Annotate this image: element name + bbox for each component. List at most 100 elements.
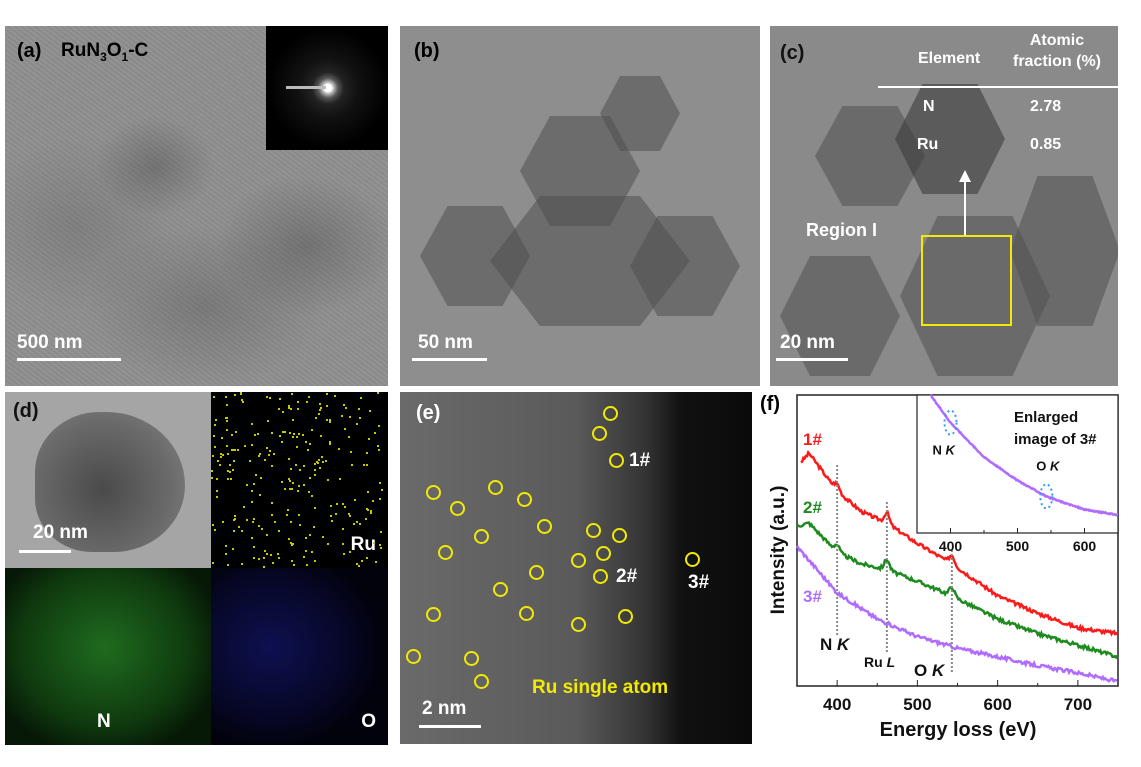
x-tick-label: 600 xyxy=(983,695,1011,714)
ru-signal-dot xyxy=(286,508,289,511)
ru-signal-dot xyxy=(220,436,223,439)
ru-signal-dot xyxy=(373,541,376,544)
ru-signal-dot xyxy=(359,397,362,400)
ru-signal-dot xyxy=(278,435,281,438)
ru-signal-dot xyxy=(212,454,215,457)
ru-signal-dot xyxy=(225,420,228,423)
atom-circle xyxy=(517,492,532,507)
ru-signal-dot xyxy=(251,501,254,504)
ru-signal-dot xyxy=(378,448,381,451)
ru-signal-dot xyxy=(233,518,236,521)
panel-e-haadf-stem: (e) 1# 2# 3# Ru single atom 2 nm xyxy=(400,392,752,744)
ru-signal-dot xyxy=(368,410,371,413)
ru-signal-dot xyxy=(356,423,359,426)
ru-signal-dot xyxy=(288,480,291,483)
ru-signal-dot xyxy=(240,530,243,533)
atom-circle xyxy=(450,501,465,516)
ru-signal-dot xyxy=(254,434,257,437)
ru-signal-dot xyxy=(358,408,361,411)
scale-bar-label: 2 nm xyxy=(422,698,467,719)
map-element-label: Ru xyxy=(350,534,376,555)
ru-signal-dot xyxy=(315,416,318,419)
ru-signal-dot xyxy=(377,444,380,447)
ru-signal-dot xyxy=(359,522,362,525)
ru-signal-dot xyxy=(216,478,219,481)
ru-signal-dot xyxy=(304,440,307,443)
row-value: 0.85 xyxy=(1030,136,1062,153)
atom-circle xyxy=(519,606,534,621)
ru-signal-dot xyxy=(321,460,324,463)
particle xyxy=(780,256,900,376)
ru-signal-dot xyxy=(325,460,328,463)
ru-signal-dot xyxy=(213,434,216,437)
inset-x-tick-label: 400 xyxy=(939,538,963,554)
ru-signal-dot xyxy=(267,419,270,422)
ru-signal-dot xyxy=(243,444,246,447)
ru-signal-dot xyxy=(378,481,381,484)
scale-bar-label: 20 nm xyxy=(33,522,88,543)
ru-signal-dot xyxy=(312,526,315,529)
ru-signal-dot xyxy=(341,503,344,506)
ru-signal-dot xyxy=(334,512,337,515)
ru-signal-dot xyxy=(269,450,272,453)
ru-signal-dot xyxy=(211,470,213,473)
ru-signal-dot xyxy=(271,432,274,435)
ru-signal-dot xyxy=(289,542,292,545)
ru-signal-dot xyxy=(225,395,228,398)
x-axis-label: Energy loss (eV) xyxy=(880,719,1037,741)
ru-signal-dot xyxy=(298,469,301,472)
arrow-shaft xyxy=(964,180,966,236)
panel-a-tem-image: (a) RuN3O1-C 500 nm xyxy=(5,26,388,386)
ru-signal-dot xyxy=(284,431,287,434)
inset-series-line xyxy=(930,394,1119,517)
ru-signal-dot xyxy=(213,528,216,531)
inset-x-tick-label: 600 xyxy=(1073,538,1097,554)
sample-name-part: -C xyxy=(128,40,149,61)
ru-signal-dot xyxy=(291,560,294,563)
ru-signal-dot xyxy=(336,503,339,506)
ru-signal-dot xyxy=(212,523,215,526)
ru-signal-dot xyxy=(240,563,243,566)
ru-signal-dot xyxy=(299,523,302,526)
marker-2: 2# xyxy=(616,566,638,587)
saed-inset xyxy=(266,26,388,150)
ru-signal-dot xyxy=(211,476,214,479)
ru-signal-dot xyxy=(241,400,244,403)
ru-signal-dot xyxy=(257,454,260,457)
ru-signal-dot xyxy=(273,520,276,523)
ru-signal-dot xyxy=(253,482,256,485)
ru-signal-dot xyxy=(328,440,331,443)
ru-signal-dot xyxy=(366,556,369,559)
ru-signal-dot xyxy=(221,521,224,524)
ru-signal-dot xyxy=(237,526,240,529)
ru-signal-dot xyxy=(277,556,280,559)
ru-signal-dot xyxy=(375,560,378,563)
atom-circle xyxy=(586,523,601,538)
ru-signal-dot xyxy=(297,401,300,404)
ru-signal-dot xyxy=(380,547,383,550)
ru-signal-dot xyxy=(349,415,352,418)
ru-signal-dot xyxy=(289,407,292,410)
inset-edge-label: N K xyxy=(933,443,957,458)
ru-signal-dot xyxy=(231,434,234,437)
atom-circle xyxy=(592,426,607,441)
ru-signal-dot xyxy=(321,456,324,459)
ru-signal-dot xyxy=(243,506,246,509)
ru-signal-dot xyxy=(311,494,314,497)
series-line-2# xyxy=(796,521,1119,660)
panel-c-label: (c) xyxy=(780,42,805,64)
ru-signal-dot xyxy=(365,507,368,510)
ru-signal-dot xyxy=(226,453,229,456)
scale-bar-label: 50 nm xyxy=(418,332,473,353)
ru-signal-dot xyxy=(297,484,300,487)
ru-signal-dot xyxy=(214,423,217,426)
ru-signal-dot xyxy=(379,497,382,500)
ru-signal-dot xyxy=(372,499,375,502)
ru-signal-dot xyxy=(240,398,243,401)
ru-signal-dot xyxy=(309,443,312,446)
ru-signal-dot xyxy=(308,490,311,493)
ru-signal-dot xyxy=(306,564,309,567)
ru-signal-dot xyxy=(380,530,383,533)
ru-signal-dot xyxy=(308,396,311,399)
ru-signal-dot xyxy=(253,557,256,560)
